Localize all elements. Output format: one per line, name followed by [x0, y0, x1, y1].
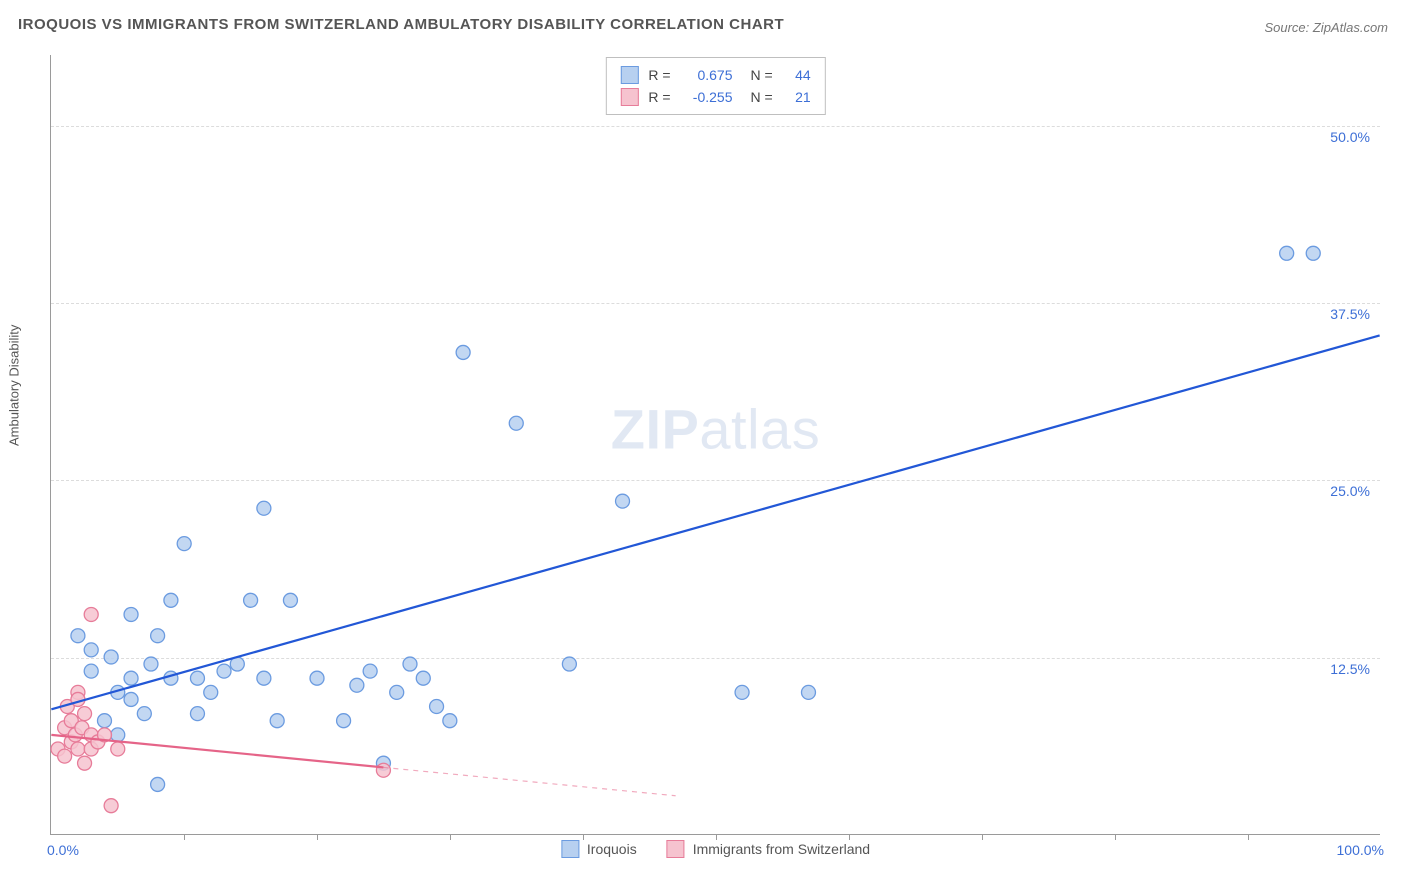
data-point [104, 650, 118, 664]
plot-area: ZIPatlas 12.5%25.0%37.5%50.0% 0.0% 100.0… [50, 55, 1380, 835]
data-point [190, 671, 204, 685]
data-point [283, 593, 297, 607]
series-legend: Iroquois Immigrants from Switzerland [561, 840, 870, 858]
chart-svg [51, 55, 1380, 834]
data-point [456, 345, 470, 359]
data-point [270, 714, 284, 728]
data-point [204, 685, 218, 699]
data-point [1280, 246, 1294, 260]
data-point [151, 777, 165, 791]
legend-label-swiss: Immigrants from Switzerland [693, 841, 870, 857]
data-point [443, 714, 457, 728]
x-tick [184, 834, 185, 840]
data-point [403, 657, 417, 671]
x-tick [450, 834, 451, 840]
data-point [509, 416, 523, 430]
legend-swatch-iroquois [561, 840, 579, 858]
data-point [97, 714, 111, 728]
data-point [430, 700, 444, 714]
x-tick [982, 834, 983, 840]
data-point [104, 799, 118, 813]
data-point [350, 678, 364, 692]
data-point [124, 671, 138, 685]
data-point [111, 728, 125, 742]
x-tick [1115, 834, 1116, 840]
legend-swatch-swiss [667, 840, 685, 858]
regression-line [51, 735, 383, 768]
plot-frame: ZIPatlas 12.5%25.0%37.5%50.0% 0.0% 100.0… [50, 55, 1380, 835]
data-point [416, 671, 430, 685]
x-tick [1248, 834, 1249, 840]
data-point [177, 537, 191, 551]
data-point [78, 707, 92, 721]
data-point [71, 629, 85, 643]
regression-line-dashed [383, 767, 675, 795]
data-point [84, 664, 98, 678]
data-point [84, 607, 98, 621]
data-point [124, 607, 138, 621]
data-point [735, 685, 749, 699]
legend-item-iroquois: Iroquois [561, 840, 637, 858]
data-point [616, 494, 630, 508]
data-point [58, 749, 72, 763]
data-point [71, 742, 85, 756]
data-point [84, 643, 98, 657]
data-point [111, 742, 125, 756]
regression-line [51, 335, 1379, 709]
data-point [164, 593, 178, 607]
source-attribution: Source: ZipAtlas.com [1264, 20, 1388, 35]
data-point [144, 657, 158, 671]
data-point [257, 671, 271, 685]
x-tick-100: 100.0% [1337, 842, 1384, 858]
data-point [562, 657, 576, 671]
chart-title: IROQUOIS VS IMMIGRANTS FROM SWITZERLAND … [18, 16, 784, 33]
data-point [337, 714, 351, 728]
data-point [151, 629, 165, 643]
data-point [124, 692, 138, 706]
data-point [257, 501, 271, 515]
legend-item-swiss: Immigrants from Switzerland [667, 840, 870, 858]
y-axis-label: Ambulatory Disability [7, 325, 22, 446]
data-point [137, 707, 151, 721]
legend-label-iroquois: Iroquois [587, 841, 637, 857]
data-point [310, 671, 324, 685]
data-point [801, 685, 815, 699]
data-point [376, 763, 390, 777]
data-point [217, 664, 231, 678]
data-point [78, 756, 92, 770]
data-point [363, 664, 377, 678]
x-tick [317, 834, 318, 840]
data-point [190, 707, 204, 721]
data-point [244, 593, 258, 607]
data-point [390, 685, 404, 699]
data-point [1306, 246, 1320, 260]
x-tick-0: 0.0% [47, 842, 79, 858]
